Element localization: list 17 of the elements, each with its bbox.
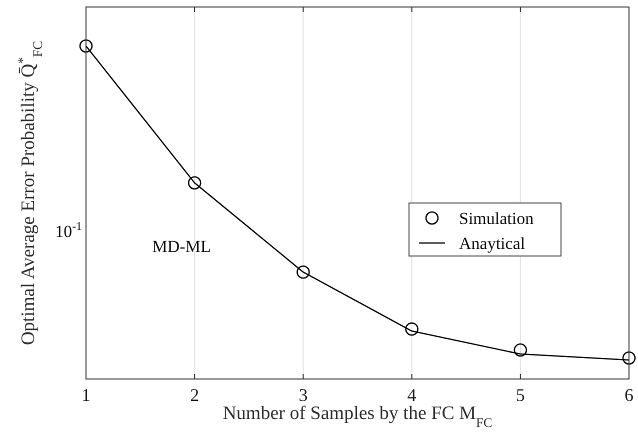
annotation: MD-ML [152, 237, 211, 256]
point [79, 39, 93, 53]
x-tick-label: 5 [516, 385, 525, 405]
x-tick-label: 6 [624, 385, 634, 405]
x-tick-label: 2 [190, 385, 200, 405]
x-tick-label: 1 [82, 385, 90, 405]
point [405, 322, 418, 336]
x-axis-title: Number of Samples by the FC M$_{FC}$ [222, 403, 492, 430]
point [514, 343, 528, 357]
x-tick-label: 3 [298, 385, 308, 405]
legend-label: Simulation [459, 209, 534, 228]
point [622, 351, 636, 365]
point [188, 176, 202, 190]
point [296, 265, 310, 279]
x-tick-label: 4 [407, 385, 416, 405]
text: 10$^{-1}$ [55, 219, 82, 241]
legend-label: Anaytical [459, 234, 526, 253]
